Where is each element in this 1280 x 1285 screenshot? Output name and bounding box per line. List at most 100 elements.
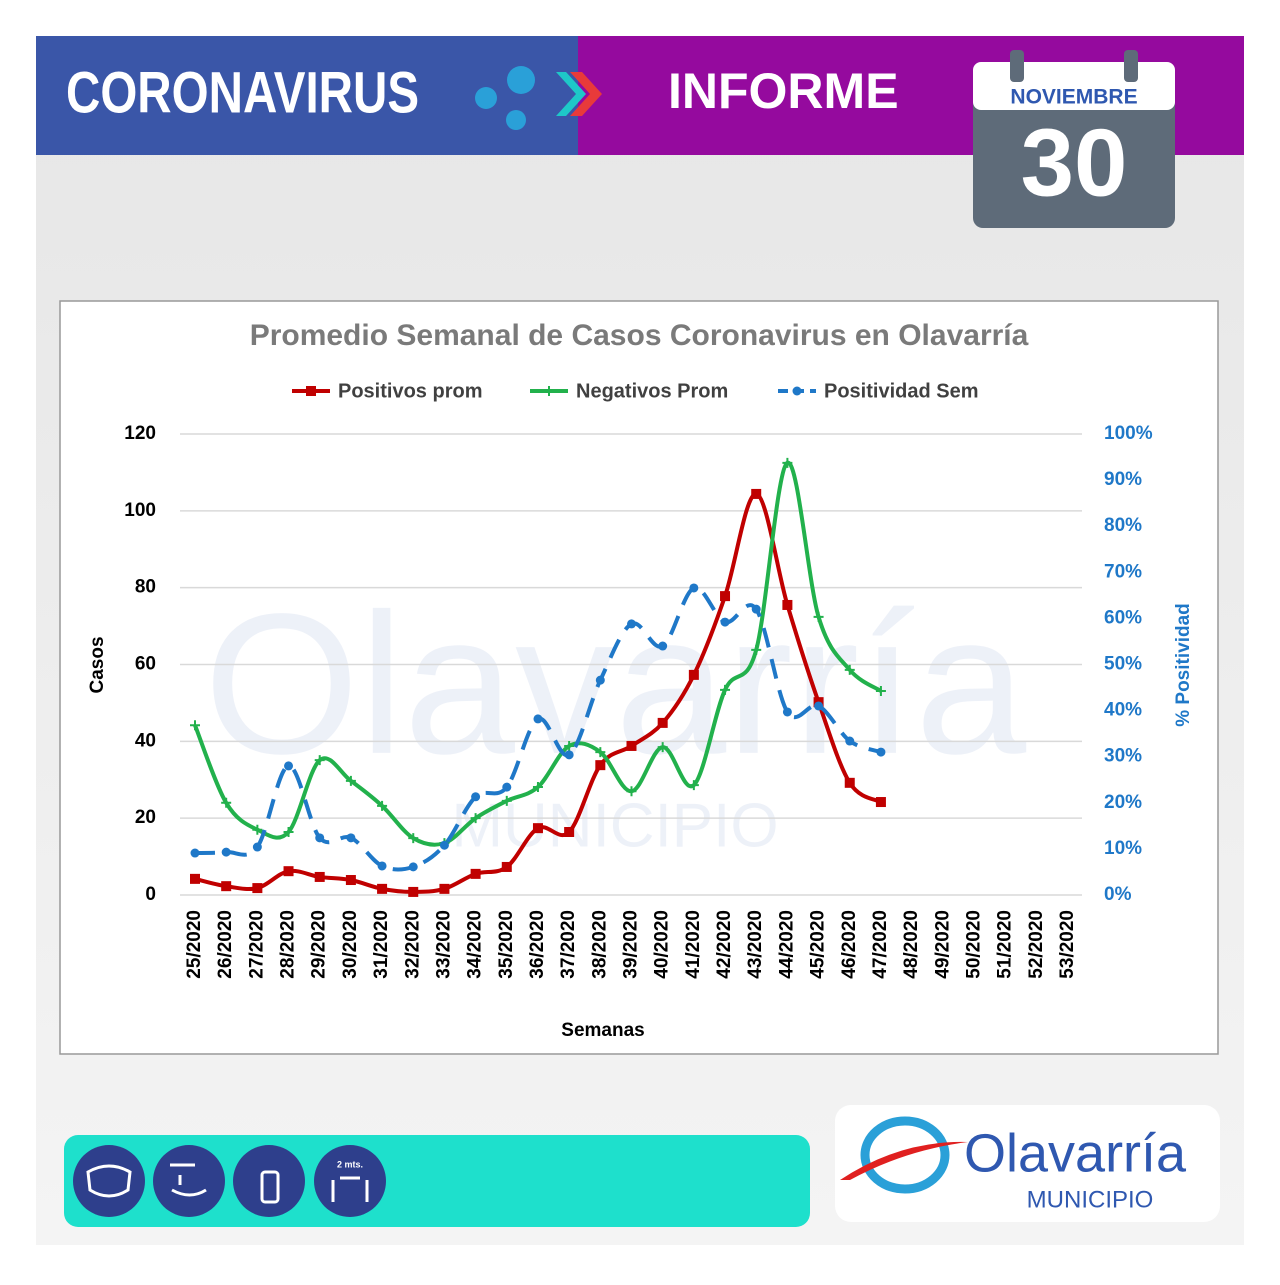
marker — [595, 675, 605, 685]
marker — [689, 583, 699, 593]
series — [190, 488, 886, 897]
marker — [221, 881, 232, 892]
marker — [564, 740, 575, 751]
x-tick-label: 37/2020 — [558, 910, 579, 979]
marker — [408, 833, 419, 844]
marker — [876, 747, 886, 757]
y-tick-label: 100 — [124, 500, 156, 521]
y2-tick-label: 80% — [1104, 515, 1142, 536]
marker — [782, 599, 793, 610]
calendar-month: NOVIEMBRE — [1010, 86, 1137, 109]
virus-icons — [475, 66, 602, 130]
marker — [377, 800, 388, 811]
marker — [564, 750, 574, 760]
x-tick-label: 47/2020 — [870, 910, 891, 979]
marker — [875, 686, 886, 697]
plot: 0 20 40 60 80 100 120 0% 10% 20% 30% 40% 50% 60% 70% 80… — [124, 380, 1152, 978]
marker — [782, 707, 792, 717]
header-title: CORONAVIRUS — [66, 61, 419, 126]
series — [190, 583, 886, 872]
logo-mark — [840, 1116, 968, 1194]
x-tick-label: 44/2020 — [776, 910, 797, 979]
marker — [533, 714, 543, 724]
y-tick-label: 60 — [135, 654, 156, 675]
y2-tick-label: 10% — [1104, 838, 1142, 859]
legend-entry: Positivos prom — [292, 380, 482, 402]
marker — [688, 780, 699, 791]
marker — [845, 736, 855, 746]
marker — [626, 740, 637, 751]
x-tick-label: 50/2020 — [963, 910, 984, 979]
x-tick-label: 52/2020 — [1026, 910, 1047, 979]
marker — [221, 847, 231, 857]
marker — [471, 792, 481, 802]
x-tick-label: 38/2020 — [589, 910, 610, 979]
marker — [626, 786, 637, 797]
series-line — [193, 460, 883, 847]
x-tick-label: 53/2020 — [1057, 910, 1078, 979]
marker — [190, 720, 200, 731]
x-tick-label: 34/2020 — [465, 910, 486, 979]
y-axis-title: Casos — [87, 636, 108, 693]
x-tick-label: 48/2020 — [901, 910, 922, 979]
marker — [190, 873, 200, 884]
icons: 2 mts. — [73, 1145, 386, 1217]
x-tick-label: 49/2020 — [932, 910, 953, 979]
marker — [501, 861, 512, 872]
marker — [720, 617, 730, 627]
y-tick-label: 80 — [135, 577, 156, 598]
marker — [439, 840, 449, 850]
marker — [814, 701, 824, 711]
marker — [283, 866, 294, 877]
y2-tick-label: 70% — [1104, 561, 1142, 582]
marker — [284, 761, 294, 771]
marker — [283, 826, 294, 837]
y2-tick-label: 40% — [1104, 700, 1142, 721]
y-tick-label: 20 — [135, 807, 156, 828]
marker — [314, 871, 325, 882]
marker — [315, 833, 325, 843]
marker — [377, 861, 387, 871]
x-tick-label: 41/2020 — [683, 910, 704, 979]
marker — [844, 664, 855, 675]
x-tick-label: 36/2020 — [527, 910, 548, 979]
marker — [532, 782, 543, 793]
x-tick-label: 43/2020 — [745, 910, 766, 979]
marker — [844, 777, 855, 788]
y-tick-label: 120 — [124, 423, 156, 444]
marker — [751, 644, 762, 655]
distance-label: 2 mts. — [337, 1159, 363, 1169]
marker — [221, 797, 232, 808]
legend-label: Positivos prom — [338, 380, 482, 402]
x-tick-label: 32/2020 — [402, 910, 423, 979]
x-tick-label: 29/2020 — [309, 910, 330, 979]
marker — [190, 848, 200, 858]
watermark-subtitle: MUNICIPIO — [451, 791, 778, 860]
x-tick-label: 39/2020 — [621, 910, 642, 979]
y-tick-label: 0 — [145, 884, 156, 905]
marker — [377, 883, 388, 894]
marker — [439, 883, 450, 894]
marker — [532, 823, 543, 834]
y2-tick-label: 100% — [1104, 423, 1153, 444]
marker — [813, 611, 824, 622]
legend-entry: Negativos Prom — [530, 380, 728, 402]
legend-label: Positividad Sem — [824, 380, 979, 402]
marker — [595, 747, 606, 758]
y2-tick-label: 30% — [1104, 746, 1142, 767]
legend-entry: Positividad Sem — [778, 380, 979, 402]
marker — [595, 760, 606, 771]
x-tick-label: 27/2020 — [246, 910, 267, 979]
logo-name: Olavarría — [964, 1123, 1187, 1183]
x-tick-label: 51/2020 — [995, 910, 1016, 979]
y2-tick-label: 20% — [1104, 792, 1142, 813]
marker — [751, 604, 761, 614]
marker — [314, 755, 325, 766]
watermark-name: Olavarría — [204, 573, 1027, 796]
header-subtitle: INFORME — [668, 63, 899, 119]
marker — [252, 842, 262, 852]
marker — [408, 862, 418, 872]
marker — [345, 875, 356, 886]
x-tick-label: 28/2020 — [278, 910, 299, 979]
